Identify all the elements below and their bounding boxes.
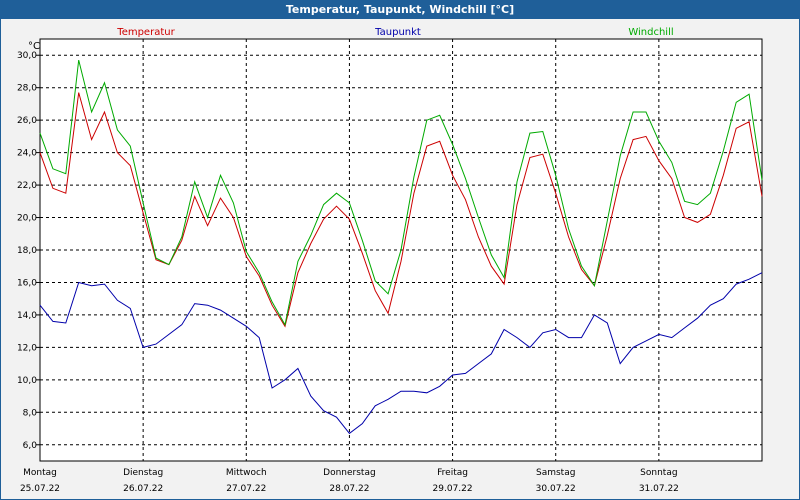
- grid-lines: [40, 39, 762, 461]
- y-axis: 6,0 8,0 10,0 12,0 14,0 16,0 18,0 20,0 22,0 24,0 26…: [17, 51, 40, 451]
- x-tick-date: 29.07.22: [433, 484, 473, 494]
- chart-title: Temperatur, Taupunkt, Windchill [°C]: [1, 1, 799, 19]
- legend-dewpoint: Taupunkt: [374, 27, 421, 38]
- x-tick-date: 25.07.22: [20, 484, 60, 494]
- legend-temperature: Temperatur: [116, 27, 175, 38]
- x-tick-date: 30.07.22: [536, 484, 576, 494]
- y-tick-label: 10,0: [17, 376, 37, 386]
- x-tick-day: Dienstag: [123, 468, 163, 478]
- x-tick-date: 26.07.22: [123, 484, 163, 494]
- x-tick-day: Mittwoch: [226, 468, 267, 478]
- y-tick-label: 12,0: [17, 343, 37, 353]
- x-tick-date: 31.07.22: [639, 484, 679, 494]
- x-tick-day: Samstag: [536, 468, 575, 478]
- y-tick-label: 16,0: [17, 278, 37, 288]
- y-axis-unit: °C: [28, 41, 40, 52]
- y-tick-label: 6,0: [23, 441, 38, 451]
- y-tick-label: 24,0: [17, 149, 37, 159]
- series-line-taupunkt: [39, 272, 763, 435]
- chart-svg: 6,0 8,0 10,0 12,0 14,0 16,0 18,0 20,0 22,0 24,0 26…: [17, 27, 763, 494]
- x-tick-day: Freitag: [437, 468, 468, 478]
- series-lines: [39, 59, 763, 435]
- y-tick-label: 30,0: [17, 51, 37, 61]
- y-tick-label: 18,0: [17, 246, 37, 256]
- y-tick-label: 20,0: [17, 214, 37, 224]
- x-tick-day: Montag: [23, 468, 57, 478]
- x-tick-day: Donnerstag: [323, 468, 376, 478]
- y-tick-label: 14,0: [17, 311, 37, 321]
- series-line-temperatur: [39, 92, 763, 328]
- y-tick-label: 8,0: [23, 408, 38, 418]
- series-line-windchill: [39, 59, 763, 327]
- legend-windchill: Windchill: [628, 27, 673, 38]
- y-tick-label: 28,0: [17, 84, 37, 94]
- x-axis: Montag 25.07.22 Dienstag 26.07.22 Mittwoch 27…: [20, 468, 679, 494]
- x-tick-day: Sonntag: [640, 468, 677, 478]
- y-tick-label: 22,0: [17, 181, 37, 191]
- y-tick-label: 26,0: [17, 116, 37, 126]
- x-tick-date: 27.07.22: [226, 484, 266, 494]
- x-tick-date: 28.07.22: [329, 484, 369, 494]
